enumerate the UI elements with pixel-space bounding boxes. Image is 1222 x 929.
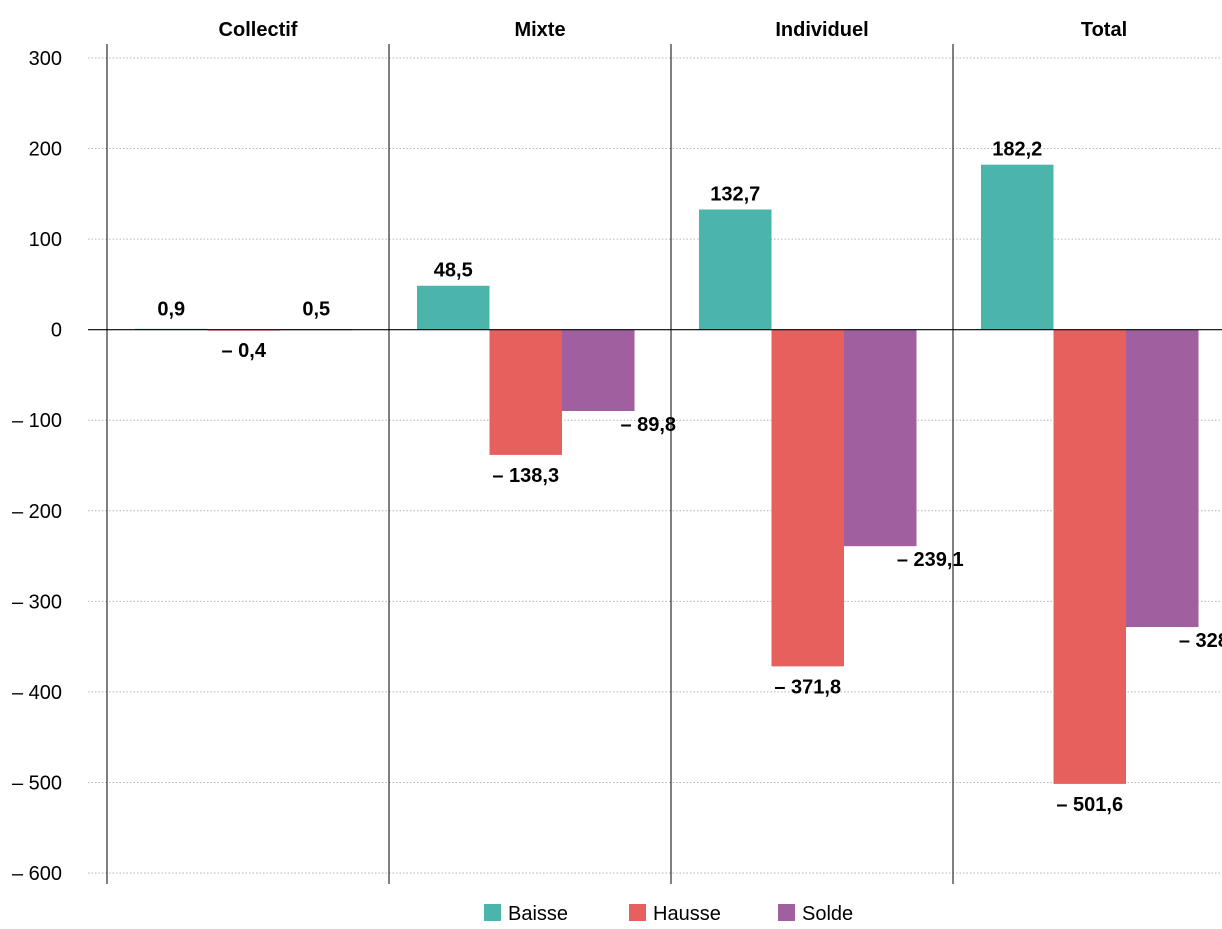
data-labels: 0,9 – 0,4 0,5 48,5 – 138,3 – 89,8 132,7 – 371,8… [157, 139, 1222, 816]
bar-baisse-individuel [699, 209, 772, 330]
y-tick-label: 100 [29, 229, 62, 251]
bar-solde-total [1126, 329, 1199, 628]
y-tick-label: – 400 [12, 682, 62, 704]
y-tick-label: – 100 [12, 410, 62, 432]
data-label-solde-collectif: 0,5 [302, 299, 330, 321]
data-label-baisse-mixte: 48,5 [434, 260, 473, 282]
y-tick-label: – 200 [12, 501, 62, 523]
grid-layer [88, 57, 1222, 874]
panel-titles: Collectif Mixte Individuel Total [219, 19, 1128, 41]
bar-hausse-mixte [489, 329, 562, 455]
bar-solde-individuel [844, 329, 917, 547]
y-tick-label: 300 [29, 48, 62, 70]
data-label-hausse-individuel: – 371,8 [774, 676, 841, 698]
data-label-hausse-mixte: – 138,3 [492, 465, 559, 487]
legend-label-solde: Solde [802, 903, 853, 925]
bar-hausse-total [1053, 329, 1126, 784]
bars-layer [135, 164, 1199, 784]
data-label-baisse-individuel: 132,7 [710, 183, 760, 205]
data-label-hausse-collectif: – 0,4 [222, 340, 267, 362]
y-tick-label: 0 [51, 320, 62, 342]
bar-baisse-total [981, 164, 1054, 330]
y-axis-tick-labels: 300 200 100 0 – 100 – 200 – 300 – 400 – 500 – 600 [12, 48, 62, 885]
panel-title-individuel: Individuel [775, 19, 868, 41]
y-tick-label: – 500 [12, 772, 62, 794]
panel-title-mixte: Mixte [514, 19, 565, 41]
data-label-solde-individuel: – 239,1 [897, 549, 964, 571]
y-tick-label: – 300 [12, 591, 62, 613]
panel-title-total: Total [1081, 19, 1127, 41]
data-label-hausse-total: – 501,6 [1056, 794, 1123, 816]
data-label-solde-mixte: – 89,8 [620, 414, 676, 436]
legend-label-hausse: Hausse [653, 903, 721, 925]
legend: Baisse Hausse Solde [484, 903, 853, 925]
data-label-baisse-collectif: 0,9 [157, 299, 185, 321]
bar-solde-mixte [562, 329, 635, 411]
legend-swatch-baisse [484, 904, 501, 921]
y-tick-label: – 600 [12, 863, 62, 885]
data-label-solde-total: – 328,4 [1179, 630, 1222, 652]
legend-label-baisse: Baisse [508, 903, 568, 925]
legend-swatch-solde [778, 904, 795, 921]
bar-hausse-individuel [771, 329, 844, 667]
panel-title-collectif: Collectif [219, 19, 298, 41]
y-tick-label: 200 [29, 139, 62, 161]
bar-baisse-mixte [417, 285, 490, 330]
legend-swatch-hausse [629, 904, 646, 921]
panel-dividers [106, 44, 954, 884]
data-label-baisse-total: 182,2 [992, 139, 1042, 161]
